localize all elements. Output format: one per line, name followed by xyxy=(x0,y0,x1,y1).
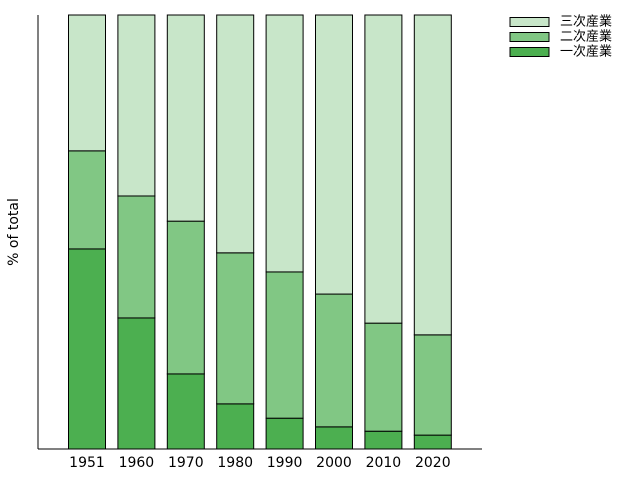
bar-segment xyxy=(68,14,106,152)
bar-segment xyxy=(216,403,255,450)
x-tick-label: 2020 xyxy=(415,455,451,471)
bar-segment xyxy=(364,14,403,324)
bar-segment xyxy=(364,322,403,432)
bar-segment xyxy=(413,14,452,336)
bar-segment xyxy=(413,334,452,436)
legend-label: 一次産業 xyxy=(560,44,612,60)
bar-segment xyxy=(117,317,156,450)
bar-segment xyxy=(68,150,106,250)
bar-segment xyxy=(216,14,255,254)
x-tick-label: 1960 xyxy=(119,455,155,471)
x-tick-label: 1980 xyxy=(217,455,253,471)
bar-segment xyxy=(315,14,353,295)
bar-segment xyxy=(364,430,403,450)
x-tick-label: 1970 xyxy=(168,455,204,471)
bar-segment xyxy=(265,14,304,273)
bar-segment xyxy=(265,271,304,419)
bar-segment xyxy=(413,434,452,450)
bar-segment xyxy=(166,373,205,450)
bar-segment xyxy=(68,248,106,450)
bar-segment xyxy=(117,195,156,319)
bar-segment xyxy=(315,293,353,428)
bar-segment xyxy=(166,220,205,375)
bar-segment xyxy=(117,14,156,197)
legend-swatch xyxy=(509,32,550,42)
x-tick-label: 2000 xyxy=(316,455,352,471)
bar-segment xyxy=(216,252,255,405)
legend-swatch xyxy=(509,17,550,27)
legend-label: 二次産業 xyxy=(560,29,612,45)
legend-label: 三次産業 xyxy=(560,14,612,30)
bar-segment xyxy=(166,14,205,222)
legend-swatch xyxy=(509,47,550,57)
x-tick-label: 1990 xyxy=(267,455,303,471)
bar-segment xyxy=(315,426,353,450)
x-tick-label: 1951 xyxy=(69,455,105,471)
y-axis-label: % of total xyxy=(6,198,22,266)
bar-segment xyxy=(265,417,304,450)
x-tick-label: 2010 xyxy=(366,455,402,471)
